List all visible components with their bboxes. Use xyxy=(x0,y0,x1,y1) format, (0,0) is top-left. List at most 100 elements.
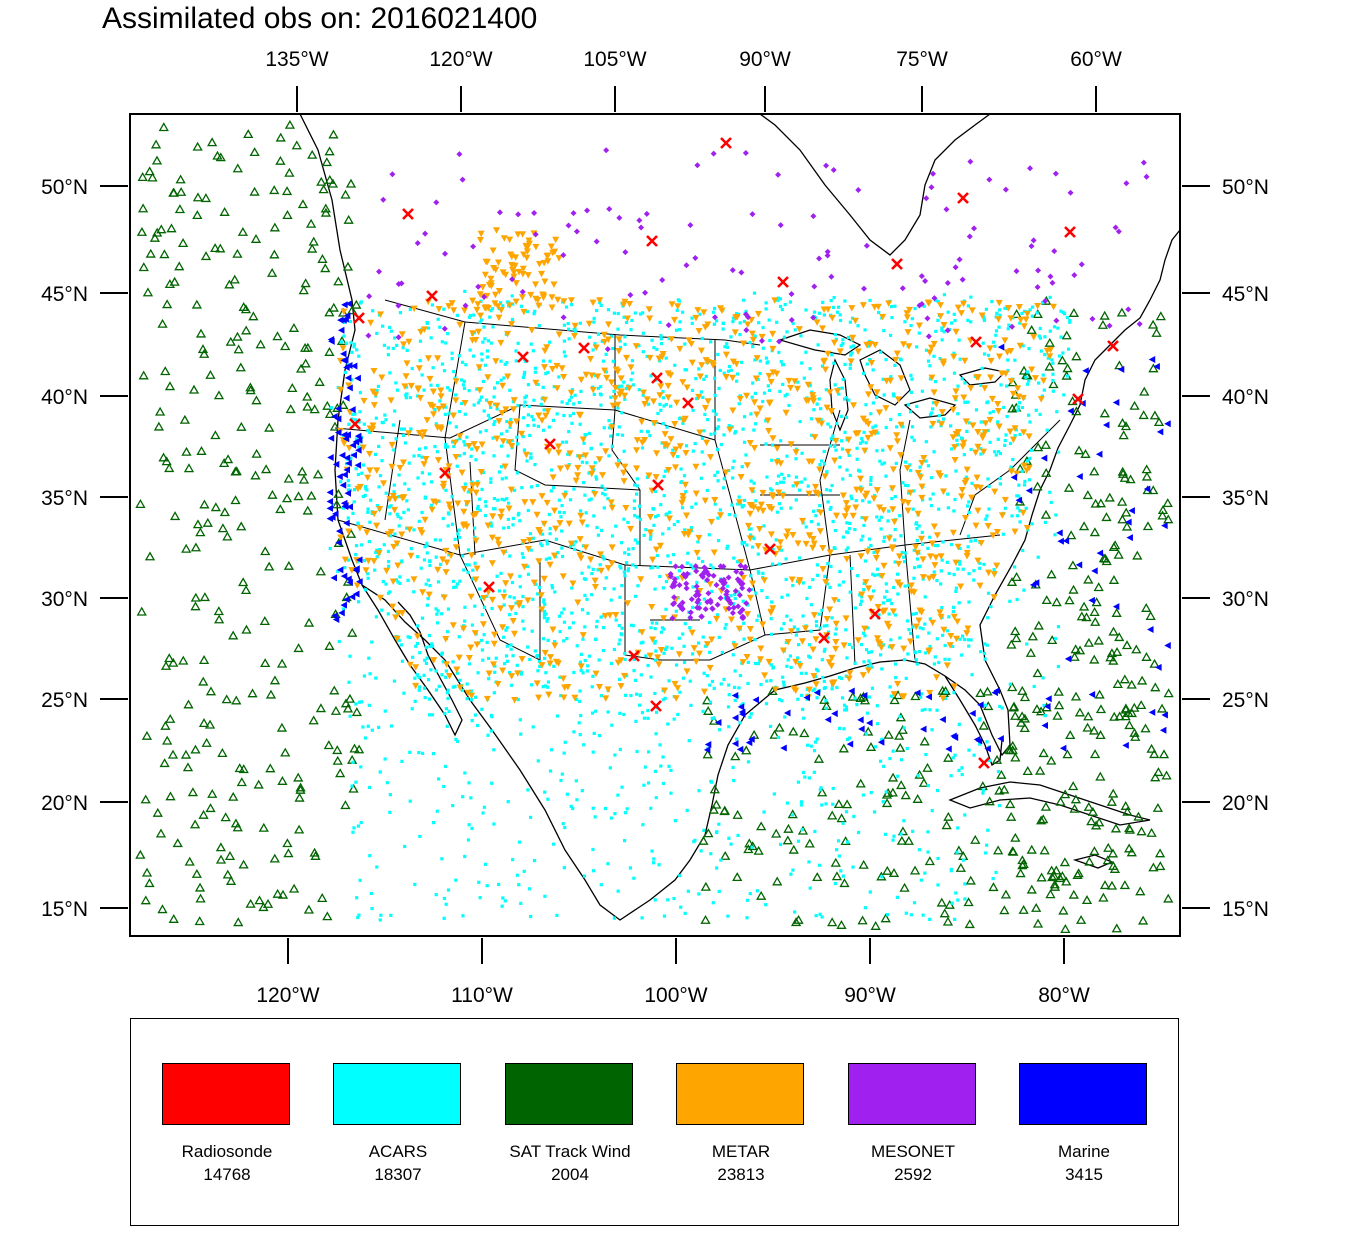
sat-wind-marker xyxy=(1089,527,1101,537)
sat-wind-marker xyxy=(1036,872,1047,882)
metar-marker xyxy=(456,684,464,691)
acars-marker xyxy=(956,826,960,830)
metar-marker xyxy=(502,580,510,587)
sat-wind-marker xyxy=(284,167,295,177)
metar-marker xyxy=(495,288,503,295)
metar-marker xyxy=(753,355,761,362)
sat-wind-marker xyxy=(137,203,149,213)
acars-marker xyxy=(612,389,616,393)
acars-marker xyxy=(727,364,731,369)
metar-marker xyxy=(925,648,933,656)
acars-marker xyxy=(478,320,482,324)
sat-wind-marker xyxy=(1133,811,1144,821)
acars-marker xyxy=(427,713,432,717)
metar-marker xyxy=(592,670,600,678)
sat-wind-marker xyxy=(1083,801,1094,811)
acars-marker xyxy=(529,342,533,346)
metar-marker xyxy=(390,543,398,551)
metar-marker xyxy=(607,499,615,506)
marine-marker xyxy=(349,406,356,414)
acars-marker xyxy=(801,581,805,585)
acars-marker xyxy=(561,440,565,444)
acars-marker xyxy=(837,583,841,587)
sat-wind-marker xyxy=(283,560,295,570)
acars-marker xyxy=(884,425,888,430)
metar-marker xyxy=(702,357,710,364)
acars-marker xyxy=(779,360,783,364)
acars-marker xyxy=(835,421,839,426)
marine-marker xyxy=(356,578,363,586)
metar-marker xyxy=(403,360,411,367)
sat-wind-marker xyxy=(827,810,838,820)
acars-marker xyxy=(920,542,925,546)
acars-marker xyxy=(921,913,925,917)
acars-marker xyxy=(858,602,863,606)
acars-marker xyxy=(653,587,657,591)
legend-swatch xyxy=(162,1063,290,1125)
acars-marker xyxy=(689,563,693,567)
mesonet-marker xyxy=(606,206,613,213)
acars-marker xyxy=(717,538,721,543)
metar-marker xyxy=(743,653,751,661)
acars-marker xyxy=(420,510,424,515)
acars-marker xyxy=(932,662,937,666)
acars-marker xyxy=(417,688,421,692)
acars-marker xyxy=(526,645,530,649)
acars-marker xyxy=(582,743,586,747)
radiosonde-marker xyxy=(651,372,663,384)
acars-marker xyxy=(1030,522,1034,526)
metar-marker xyxy=(544,408,552,415)
metar-marker xyxy=(571,694,579,702)
acars-marker xyxy=(352,826,356,830)
acars-marker xyxy=(565,636,569,641)
acars-marker xyxy=(814,624,819,628)
acars-marker xyxy=(715,866,719,870)
acars-marker xyxy=(958,357,962,361)
sat-wind-marker xyxy=(342,261,354,271)
acars-marker xyxy=(979,452,983,456)
acars-marker xyxy=(940,326,944,330)
bottom-tick-label: 110°W xyxy=(451,984,513,1007)
radiosonde-marker xyxy=(652,479,664,491)
acars-marker xyxy=(984,517,988,521)
metar-marker xyxy=(695,534,703,542)
metar-marker xyxy=(897,421,905,429)
sat-wind-marker xyxy=(1081,612,1092,622)
acars-marker xyxy=(367,539,371,544)
acars-marker xyxy=(452,444,456,449)
metar-marker xyxy=(929,420,937,428)
mesonet-marker xyxy=(1071,272,1078,279)
acars-marker xyxy=(572,547,577,551)
acars-marker xyxy=(909,373,913,378)
metar-marker xyxy=(773,445,781,452)
acars-marker xyxy=(514,349,518,353)
acars-marker xyxy=(511,523,515,527)
metar-marker xyxy=(840,642,848,649)
metar-marker xyxy=(972,522,980,530)
acars-marker xyxy=(379,913,383,917)
acars-marker xyxy=(922,304,926,308)
sat-wind-marker xyxy=(1082,722,1093,732)
acars-marker xyxy=(444,405,448,409)
metar-marker xyxy=(787,628,795,635)
acars-marker xyxy=(1056,664,1061,669)
acars-marker xyxy=(1015,597,1019,602)
sat-wind-marker xyxy=(855,778,866,788)
sat-wind-marker xyxy=(1103,842,1114,852)
sat-wind-marker xyxy=(1111,646,1123,656)
metar-marker xyxy=(437,393,445,400)
metar-marker xyxy=(520,251,528,258)
acars-marker xyxy=(596,533,601,537)
acars-marker xyxy=(756,662,760,666)
metar-marker xyxy=(743,462,751,469)
sat-wind-marker xyxy=(323,740,334,750)
acars-marker xyxy=(620,583,624,588)
acars-marker xyxy=(395,343,399,348)
acars-marker xyxy=(930,728,934,732)
sat-wind-marker xyxy=(943,752,954,762)
metar-marker xyxy=(475,364,483,371)
mesonet-marker xyxy=(376,268,383,275)
acars-marker xyxy=(666,722,670,726)
sat-wind-marker xyxy=(265,763,276,773)
acars-marker xyxy=(426,596,430,601)
